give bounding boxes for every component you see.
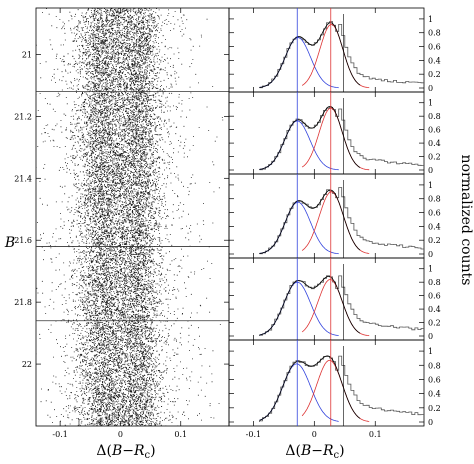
scatter-point-cloud <box>36 8 224 426</box>
histogram-x-axis-label: Δ(B−Rc) <box>285 443 344 461</box>
red-gaussian-fit <box>301 191 370 254</box>
histogram-y-axis-label: normalized counts <box>458 155 474 286</box>
histogram-y-tick-label: 1 <box>428 15 433 24</box>
histogram-steps <box>259 355 424 422</box>
scatter-x-tick-label: 0.1 <box>174 430 187 439</box>
histogram-y-tick-label: 0.8 <box>428 195 441 204</box>
histogram-frame <box>228 257 425 341</box>
scatter-y-tick-label: 21.4 <box>14 174 32 183</box>
histogram-y-tick-label: 0 <box>428 332 433 341</box>
combined-fit <box>259 105 361 170</box>
scatter-x-tick-label: 0 <box>118 430 123 439</box>
histogram-y-tick-label: 0.2 <box>428 404 441 413</box>
scatter-points <box>36 8 224 426</box>
histogram-y-tick-label: 0.6 <box>428 126 441 135</box>
histogram-panel: 0 0.2 0.4 0.6 0.8 1 <box>228 257 441 341</box>
scatter-y-tick-label: 21 <box>22 50 32 59</box>
histogram-y-tick-label: 0.6 <box>428 375 441 384</box>
histogram-y-tick-label: 0.2 <box>428 70 441 79</box>
histogram-y-tick-label: 0.2 <box>428 319 441 328</box>
histogram-y-tick-label: 0.4 <box>428 222 441 231</box>
scatter-y-tick-label: 21.2 <box>14 112 32 121</box>
histogram-y-tick-label: 0 <box>428 84 433 93</box>
histogram-y-tick-label: 0.4 <box>428 305 441 314</box>
histogram-x-tick-label: 0 <box>312 430 317 439</box>
histogram-panel: 0 0.2 0.4 0.6 0.8 1 <box>228 173 441 259</box>
histogram-y-tick-label: 0.8 <box>428 29 441 38</box>
histogram-frame <box>228 7 425 93</box>
histogram-y-tick-label: 1 <box>428 181 433 190</box>
histogram-panel: 0 0.2 0.4 0.6 0.8 1 <box>228 339 441 427</box>
histogram-y-tick-label: 1 <box>428 99 433 108</box>
histogram-y-tick-label: 0.6 <box>428 292 441 301</box>
histogram-panel: 0 0.2 0.4 0.6 0.8 1 <box>228 91 441 175</box>
scatter-y-tick-label: 21.6 <box>14 236 32 245</box>
histogram-y-tick-label: 0.8 <box>428 361 441 370</box>
histogram-steps <box>259 21 424 89</box>
histogram-steps <box>259 187 424 255</box>
histogram-y-tick-label: 0 <box>428 250 433 259</box>
histogram-x-tick-label: 0.1 <box>369 430 382 439</box>
histogram-panel: 0 0.2 0.4 0.6 0.8 1 <box>228 7 441 93</box>
red-gaussian-fit <box>301 23 370 89</box>
histogram-y-tick-label: 0.4 <box>428 139 441 148</box>
histogram-steps <box>259 275 424 336</box>
histogram-y-tick-label: 0.4 <box>428 56 441 65</box>
scatter-x-axis-label: Δ(B−Rc) <box>96 443 155 461</box>
scatter-y-axis-label: B <box>4 235 15 251</box>
scatter-x-tick-label: -0.1 <box>52 430 67 439</box>
histogram-y-tick-label: 0.6 <box>428 209 441 218</box>
histogram-y-tick-label: 1 <box>428 347 433 356</box>
histogram-panels: 0 0.2 0.4 0.6 0.8 1 0 0.2 0.4 0.6 0.8 1 0 0.2 0.4 0.6 0.… <box>228 7 441 439</box>
histogram-y-tick-label: 0.2 <box>428 236 441 245</box>
histogram-y-tick-label: 0.8 <box>428 278 441 287</box>
histogram-x-tick-label: -0.1 <box>246 430 261 439</box>
histogram-y-tick-label: 0 <box>428 418 433 427</box>
histogram-y-tick-label: 0.8 <box>428 112 441 121</box>
histogram-frame <box>228 339 425 427</box>
scatter-y-tick-label: 21.8 <box>14 298 32 307</box>
histogram-frame <box>228 173 425 259</box>
histogram-y-tick-label: 0.6 <box>428 43 441 52</box>
histogram-steps <box>259 107 424 171</box>
histogram-y-tick-label: 0.4 <box>428 390 441 399</box>
histogram-y-tick-label: 0.2 <box>428 153 441 162</box>
combined-fit <box>259 276 361 336</box>
scatter-y-tick-label: 22 <box>22 360 32 369</box>
histogram-y-tick-label: 0 <box>428 166 433 175</box>
scatter-panel: -0.1 0 0.1 21 21.2 21.4 21.6 21.8 22 <box>14 7 230 439</box>
histogram-y-tick-label: 1 <box>428 265 433 274</box>
red-gaussian-fit <box>301 107 370 171</box>
